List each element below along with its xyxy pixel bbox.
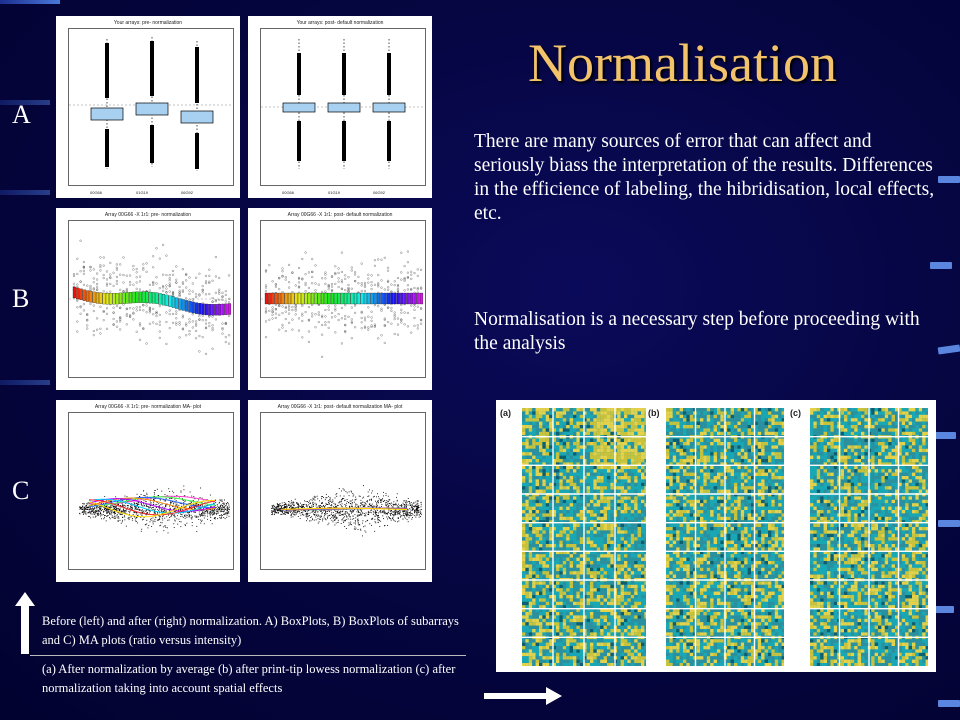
- body-paragraph-1: There are many sources of error that can…: [474, 131, 935, 224]
- arrow-up-icon: [15, 592, 35, 654]
- caption-left-figures: Before (left) and after (right) normaliz…: [42, 614, 459, 647]
- x-tick-label: 01G19: [328, 190, 341, 195]
- decor-tick: [938, 176, 960, 183]
- panel-title: Array 00G66 -X 1r1: pre- normalization: [104, 212, 192, 218]
- subarray-post-svg: [260, 220, 426, 378]
- boxplot-pre-panel: Your arrays: pre- normalization 00G66 01…: [56, 16, 240, 198]
- panel-title: Your arrays: pre- normalization: [113, 20, 183, 26]
- slide-title: Normalisation: [528, 33, 837, 93]
- boxplot-pre-svg: [68, 28, 234, 186]
- x-tick-label: 00G66: [282, 190, 295, 195]
- x-tick-label: 00G66: [90, 190, 103, 195]
- heatmap-label-c: (c): [790, 408, 801, 418]
- heatmap-b: [666, 408, 784, 666]
- decor-stripe: [0, 380, 50, 385]
- decor-tick: [938, 520, 960, 527]
- subarray-post-panel: Array 00G66 -X 1r1: post- default normal…: [248, 208, 432, 390]
- decor-tick: [930, 262, 952, 269]
- heatmap-label-b: (b): [648, 408, 660, 418]
- heatmap-c: [810, 408, 928, 666]
- ma-plot-pre-svg: [68, 412, 234, 570]
- heatmap-label-a: (a): [500, 408, 511, 418]
- boxplot-post-panel: Your arrays: post- default normalization…: [248, 16, 432, 198]
- x-tick-label: 01G19: [136, 190, 149, 195]
- arrow-right-icon: [484, 687, 562, 705]
- subarray-pre-panel: Array 00G66 -X 1r1: pre- normalization: [56, 208, 240, 390]
- panel-title: Your arrays: post- default normalization: [296, 20, 384, 26]
- panel-title: Array 00G66 -X 1r1: post- default normal…: [277, 404, 403, 410]
- row-label-c: C: [12, 476, 30, 505]
- body-paragraph-2: Normalisation is a necessary step before…: [474, 309, 920, 354]
- decor-tick: [938, 700, 960, 707]
- ma-plot-post-svg: [260, 412, 426, 570]
- caption-divider: [30, 655, 466, 656]
- boxplot-post-svg: [260, 28, 426, 186]
- decor-tick: [934, 432, 956, 439]
- decor-tick: [932, 606, 954, 613]
- x-tick-label: 06G92: [181, 190, 194, 195]
- decor-stripe: [0, 190, 50, 195]
- decor-stripe: [0, 0, 60, 4]
- decor-stripe: [0, 100, 50, 105]
- caption-heatmaps: (a) After normalization by average (b) a…: [42, 662, 456, 695]
- heatmap-a: [522, 408, 646, 666]
- panel-title: Array 00G66 -X 1r1: post- default normal…: [287, 212, 393, 218]
- spatial-heatmap-figure: (a) (b) (c): [496, 400, 936, 672]
- ma-plot-post-panel: Array 00G66 -X 1r1: post- default normal…: [248, 400, 432, 582]
- subarray-pre-svg: [68, 220, 234, 378]
- row-label-b: B: [12, 284, 30, 313]
- x-tick-label: 06G92: [373, 190, 386, 195]
- panel-title: Array 00G66 -X 1r1: pre- normalization M…: [94, 404, 202, 410]
- row-label-a: A: [12, 100, 31, 129]
- ma-plot-pre-panel: Array 00G66 -X 1r1: pre- normalization M…: [56, 400, 240, 582]
